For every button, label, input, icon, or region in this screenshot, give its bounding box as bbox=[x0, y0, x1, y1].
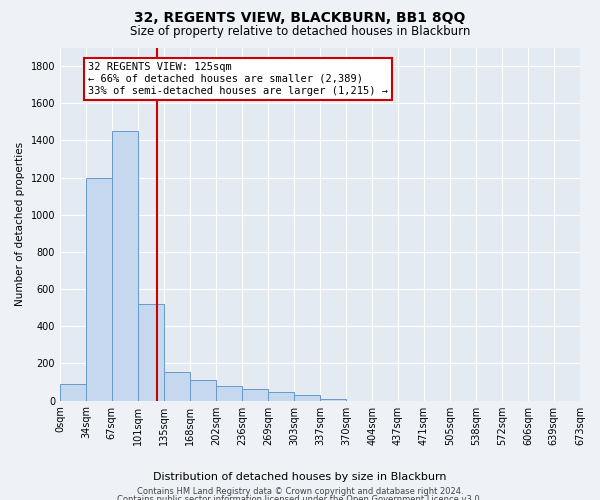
Bar bbox=[86, 178, 112, 400]
Text: 32, REGENTS VIEW, BLACKBURN, BB1 8QQ: 32, REGENTS VIEW, BLACKBURN, BB1 8QQ bbox=[134, 12, 466, 26]
Bar bbox=[216, 386, 242, 400]
Y-axis label: Number of detached properties: Number of detached properties bbox=[15, 142, 25, 306]
Text: Contains HM Land Registry data © Crown copyright and database right 2024.: Contains HM Land Registry data © Crown c… bbox=[137, 488, 463, 496]
Bar bbox=[268, 392, 294, 400]
Text: 32 REGENTS VIEW: 125sqm
← 66% of detached houses are smaller (2,389)
33% of semi: 32 REGENTS VIEW: 125sqm ← 66% of detache… bbox=[88, 62, 388, 96]
Bar bbox=[60, 384, 86, 400]
Text: Contains public sector information licensed under the Open Government Licence v3: Contains public sector information licen… bbox=[118, 495, 482, 500]
Text: Distribution of detached houses by size in Blackburn: Distribution of detached houses by size … bbox=[153, 472, 447, 482]
Bar bbox=[112, 131, 138, 400]
Bar bbox=[242, 390, 268, 400]
Bar bbox=[320, 399, 346, 400]
Bar bbox=[294, 395, 320, 400]
Bar bbox=[190, 380, 216, 400]
Text: Size of property relative to detached houses in Blackburn: Size of property relative to detached ho… bbox=[130, 25, 470, 38]
Bar bbox=[138, 304, 164, 400]
Bar bbox=[164, 372, 190, 400]
